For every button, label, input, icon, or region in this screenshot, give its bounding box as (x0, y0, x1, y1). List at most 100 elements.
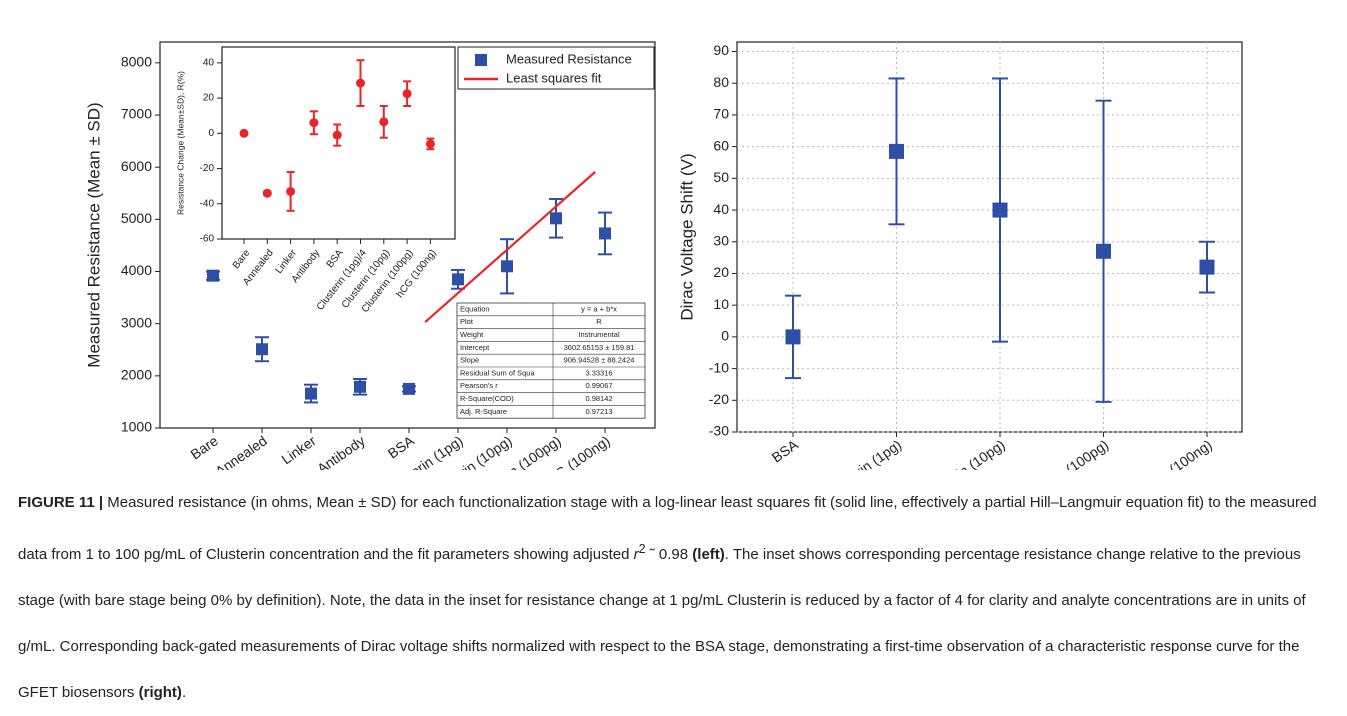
marker (309, 118, 319, 128)
fit-table-value: y = a + b*x (581, 304, 617, 313)
caption-text: Measured resistance (in ohms, Mean ± SD)… (18, 494, 1317, 563)
marker (356, 78, 365, 88)
y-tick-label: 20 (713, 264, 729, 280)
caption-text: . The inset shows corresponding percenta… (18, 546, 1306, 701)
y-tick-label: -60 (200, 234, 215, 245)
marker (1199, 259, 1215, 275)
y-tick-label: 7000 (121, 106, 152, 122)
marker (452, 273, 464, 286)
plot-frame (221, 46, 456, 240)
x-tick-label: BSA (769, 436, 802, 466)
figure-label: FIGURE 11 | (18, 494, 104, 511)
x-tick-label: Clusterin (100pg) (1014, 436, 1111, 470)
marker (379, 117, 389, 127)
caption-sup: 2 (638, 542, 646, 556)
page: {"chart_data":[ {"type":"errorbar","y_la… (18, 41, 1317, 701)
caption-text: . (181, 684, 187, 701)
y-tick-label: 0 (721, 328, 729, 344)
marker (992, 202, 1008, 218)
legend-swatch (475, 54, 487, 66)
marker (403, 382, 415, 395)
y-tick-label: 5000 (121, 210, 152, 226)
fit-table-key: Equation (460, 304, 490, 313)
marker (354, 380, 366, 393)
legend-box (457, 46, 655, 90)
y-tick-label: 90 (713, 42, 729, 58)
x-tick-label: Clusterin (1pg) (820, 436, 904, 470)
caption-right: (right) (138, 684, 182, 701)
y-tick-label: -20 (709, 391, 729, 407)
marker (599, 227, 611, 240)
marker (286, 186, 296, 196)
x-tick-label: Annealed (212, 432, 270, 470)
y-tick-label: -20 (200, 163, 215, 174)
marker (305, 387, 317, 400)
caption-left: (left) (692, 546, 725, 563)
fit-table-key: Intercept (460, 343, 490, 352)
caption: FIGURE 11 | Measured resistance (in ohms… (18, 480, 1334, 716)
marker (501, 260, 513, 273)
y-tick-label: 70 (713, 106, 729, 122)
x-tick-label: hCG (100ng) (1139, 436, 1214, 470)
marker (1096, 243, 1111, 259)
legend-label: Least squares fit (506, 70, 602, 85)
x-tick-label: Linker (278, 432, 319, 467)
fit-table-value: 3602.65153 ± 159.81 (564, 343, 635, 352)
y-tick-label: 80 (713, 74, 729, 90)
y-axis-label: Resistance Change (Mean±SD), R(%) (175, 71, 185, 215)
fit-table-value: R (596, 317, 602, 326)
y-tick-label: 1000 (121, 419, 152, 435)
y-tick-label: -40 (200, 198, 215, 209)
marker (262, 188, 272, 198)
fit-table-key: Slope (460, 356, 479, 365)
y-axis-label: Measured Resistance (Mean ± SD) (84, 102, 103, 367)
caption-r: r (633, 546, 639, 563)
marker (332, 130, 342, 140)
fit-line (424, 171, 596, 323)
y-tick-label: 2000 (121, 367, 152, 383)
y-tick-label: 10 (713, 296, 729, 312)
fit-table-key: Pearson's r (460, 381, 498, 390)
marker (239, 128, 249, 138)
y-tick-label: 0 (208, 128, 214, 139)
y-tick-label: 50 (713, 169, 729, 185)
y-tick-label: -30 (709, 423, 729, 439)
y-tick-label: 60 (713, 137, 729, 153)
marker (256, 343, 268, 356)
fit-table-value: 0.98142 (585, 394, 612, 403)
fit-table-value: Instrumental (578, 330, 620, 339)
fit-table-key: Adj. R-Square (460, 407, 507, 416)
fit-table-value: 0.99067 (585, 381, 612, 390)
marker (889, 143, 904, 159)
y-tick-label: 40 (203, 57, 215, 68)
figure: 10002000300040005000600070008000BareAnne… (84, 41, 1243, 470)
marker (402, 89, 412, 99)
fit-table-key: Plot (460, 317, 474, 326)
fit-table-key: Residual Sum of Squa (460, 368, 535, 377)
marker (207, 269, 219, 282)
fit-table-value: 906.94528 ± 88.2424 (564, 356, 635, 365)
fit-table-key: R-Square(COD) (460, 394, 514, 403)
marker (425, 139, 435, 149)
fit-table (456, 302, 646, 419)
y-tick-label: 4000 (121, 262, 152, 278)
x-tick-label: Antibody (314, 432, 368, 470)
fit-table-value: 0.97213 (585, 407, 612, 416)
x-tick-label: Clusterin (10pg) (917, 436, 1008, 470)
y-axis-label: Dirac Voltage Shift (V) (677, 153, 696, 320)
y-tick-label: 6000 (121, 158, 152, 174)
y-tick-label: 8000 (121, 54, 152, 70)
y-tick-label: 3000 (121, 314, 152, 330)
y-tick-label: 20 (203, 93, 215, 104)
plot-frame (736, 41, 1243, 433)
fit-table-key: Weight (460, 330, 484, 339)
marker (550, 212, 562, 225)
y-tick-label: 40 (713, 201, 729, 217)
y-tick-label: -10 (709, 359, 729, 375)
fit-table-value: 3.33316 (585, 368, 612, 377)
y-tick-label: 30 (713, 232, 729, 248)
caption-text: ˜ 0.98 (645, 546, 693, 563)
marker (785, 329, 801, 345)
x-tick-label: BSA (385, 432, 418, 462)
x-tick-label: Bare (187, 432, 221, 462)
